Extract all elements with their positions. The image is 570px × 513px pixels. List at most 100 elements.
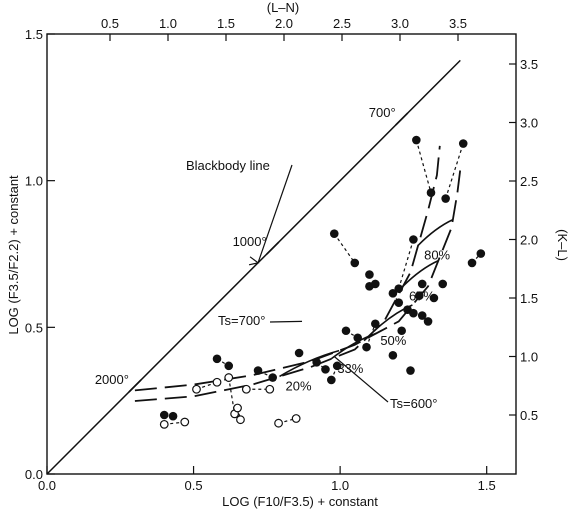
filled-point — [414, 291, 424, 300]
filled-point — [327, 375, 336, 385]
filled-point — [332, 361, 342, 371]
filled-point — [212, 354, 222, 364]
right-tick-label: 1.5 — [520, 291, 538, 306]
right-tick-label: 0.5 — [520, 408, 538, 423]
y-axis-label: LOG (F3.5/F2.2) + constant — [6, 175, 21, 335]
right-tick-label: 1.0 — [520, 350, 538, 365]
top-tick-label: 0.5 — [101, 16, 119, 31]
point-connector — [415, 139, 432, 193]
annotations: Blackbody line Ts=700° Ts=600° — [186, 158, 437, 411]
data-points — [159, 135, 486, 429]
filled-point — [312, 358, 321, 367]
bottom-tick-label: 0.0 — [38, 478, 56, 493]
point-connector — [333, 233, 356, 264]
top-axis-label: (L–N) — [267, 0, 300, 15]
open-point — [241, 384, 251, 394]
bottom-tick-label: 0.5 — [185, 478, 203, 493]
left-tick-label: 1.0 — [25, 174, 43, 189]
right-axis-label: (K–L) — [555, 229, 570, 261]
filled-point — [168, 411, 178, 421]
filled-point — [409, 308, 418, 318]
filled-point — [394, 284, 404, 293]
open-point — [236, 415, 245, 425]
right-tick-label: 2.5 — [520, 174, 538, 189]
open-point — [224, 373, 234, 382]
temperature-mark — [128, 379, 142, 393]
temperature-mark — [395, 112, 409, 126]
filled-point — [441, 194, 450, 203]
filled-point — [321, 365, 330, 374]
filled-point — [429, 293, 439, 303]
top-tick-label: 1.0 — [159, 16, 177, 31]
filled-point — [423, 317, 433, 326]
filled-point — [409, 235, 418, 244]
plot-frame — [46, 33, 517, 475]
left-axis: 0.0 0.5 1.0 1.5 — [25, 27, 55, 482]
right-axis: 0.5 1.0 1.5 2.0 2.5 3.0 3.5 — [509, 57, 538, 423]
blackbody-arrowhead — [248, 256, 260, 266]
filled-point — [224, 361, 234, 371]
open-point — [233, 403, 242, 413]
bottom-axis: 0.0 0.5 1.0 1.5 — [38, 466, 496, 493]
plot-border — [46, 33, 517, 475]
filled-point — [362, 342, 371, 352]
filled-point — [329, 229, 339, 238]
top-tick-label: 2.5 — [333, 16, 351, 31]
x-axis-label: LOG (F10/F3.5) + constant — [222, 494, 378, 509]
filled-point — [406, 366, 415, 375]
blackbody-line-label: Blackbody line — [186, 158, 270, 173]
open-point — [180, 417, 190, 427]
right-tick-label: 3.0 — [520, 116, 538, 131]
filled-point — [476, 249, 486, 258]
top-tick-label: 1.5 — [217, 16, 235, 31]
filled-point — [388, 351, 398, 360]
open-point — [265, 384, 275, 394]
left-tick-label: 0.5 — [25, 320, 43, 335]
point-connector — [445, 143, 464, 199]
temperature-mark — [266, 241, 280, 255]
model-curve — [134, 145, 441, 402]
ts700-pointer — [269, 320, 303, 323]
top-tick-label: 2.0 — [275, 16, 293, 31]
filled-point — [365, 270, 374, 279]
temperature-label: 1000° — [233, 234, 267, 249]
filled-point — [467, 258, 477, 268]
percent-line — [417, 218, 454, 246]
open-point — [291, 414, 301, 423]
filled-point — [438, 279, 448, 289]
right-tick-label: 3.5 — [520, 57, 538, 72]
filled-point — [341, 326, 351, 336]
filled-point — [426, 188, 436, 197]
open-point — [274, 418, 283, 428]
percent-label: 50% — [380, 333, 406, 348]
filled-point — [294, 348, 304, 358]
filled-point — [350, 258, 360, 268]
filled-point — [397, 326, 406, 336]
model-curve — [134, 169, 462, 392]
filled-point — [458, 139, 468, 148]
percent-label: 80% — [424, 247, 450, 262]
model-curves: 20%33%50%67%80% — [134, 145, 462, 402]
percent-line — [279, 349, 340, 378]
filled-point — [353, 333, 363, 343]
filled-point — [417, 311, 427, 320]
ts600-label: Ts=600° — [390, 396, 437, 411]
ts600-pointer — [333, 356, 389, 403]
blackbody-line-path — [46, 59, 461, 475]
open-point — [212, 377, 222, 387]
top-tick-label: 3.0 — [391, 16, 409, 31]
open-point — [159, 419, 169, 429]
filled-point — [412, 135, 421, 145]
filled-point — [371, 279, 380, 289]
temperature-label: 2000° — [95, 372, 129, 387]
percent-line — [402, 259, 439, 287]
top-axis: 0.5 1.0 1.5 2.0 2.5 3.0 3.5 — [101, 16, 467, 41]
bottom-tick-label: 1.0 — [331, 478, 349, 493]
percent-line — [330, 332, 378, 360]
point-connector — [398, 239, 414, 289]
top-tick-label: 3.5 — [449, 16, 467, 31]
right-tick-label: 2.0 — [520, 233, 538, 248]
left-tick-label: 1.5 — [25, 27, 43, 42]
blackbody-line: 2000° 1000° 700° — [46, 59, 461, 475]
